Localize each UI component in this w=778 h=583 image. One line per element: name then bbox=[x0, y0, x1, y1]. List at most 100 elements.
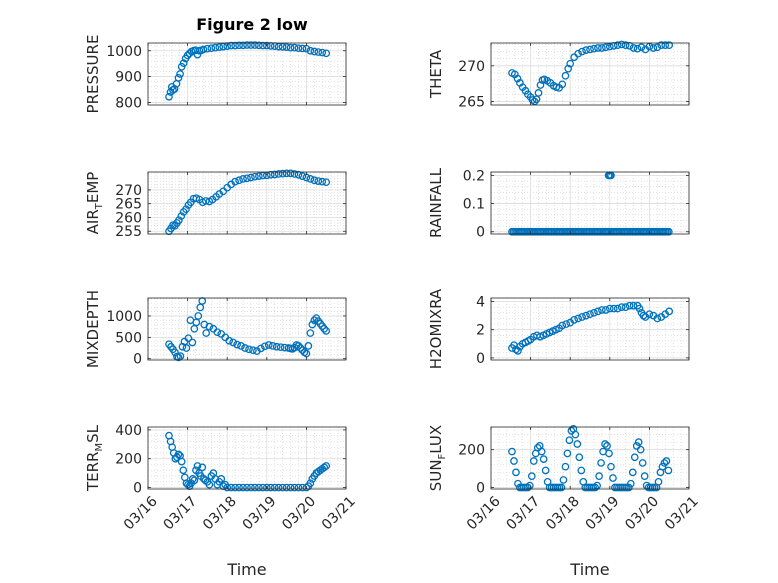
data-point bbox=[255, 483, 263, 492]
data-point bbox=[570, 315, 579, 324]
data-point bbox=[645, 310, 654, 319]
data-point bbox=[190, 476, 199, 485]
data-point bbox=[286, 43, 295, 52]
figure-title: Figure 2 low bbox=[196, 15, 308, 34]
data-point bbox=[183, 51, 192, 60]
data-point bbox=[508, 447, 516, 456]
x-tick-label: 03/21 bbox=[662, 493, 702, 533]
data-point bbox=[624, 483, 633, 492]
data-point bbox=[575, 453, 584, 462]
x-tick-label: 03/18 bbox=[543, 493, 583, 533]
data-point bbox=[294, 170, 303, 179]
data-point bbox=[533, 443, 542, 452]
data-point bbox=[513, 74, 522, 83]
data-point bbox=[268, 342, 277, 350]
data-point bbox=[595, 472, 603, 480]
data-point bbox=[626, 479, 635, 488]
data-point bbox=[541, 466, 550, 475]
data-point bbox=[207, 44, 216, 53]
data-point bbox=[657, 41, 666, 49]
data-point bbox=[322, 49, 331, 58]
data-point bbox=[282, 169, 291, 178]
data-point bbox=[255, 172, 263, 180]
data-point bbox=[582, 46, 590, 54]
data-point bbox=[260, 342, 269, 351]
data-point bbox=[278, 169, 287, 178]
data-point bbox=[235, 176, 243, 185]
data-point bbox=[310, 316, 319, 325]
x-tick-label: 03/16 bbox=[464, 493, 504, 533]
data-point bbox=[286, 169, 295, 178]
y-axis-label: RAINFALL bbox=[427, 167, 445, 238]
data-point bbox=[296, 344, 305, 352]
y-tick-label: 265 bbox=[458, 94, 485, 110]
axes-background bbox=[491, 172, 689, 234]
data-point bbox=[239, 483, 247, 492]
data-point bbox=[193, 462, 202, 470]
data-point bbox=[182, 344, 191, 352]
data-point bbox=[597, 459, 605, 467]
data-point bbox=[512, 468, 520, 477]
data-point bbox=[304, 342, 313, 350]
data-point bbox=[529, 457, 538, 465]
data-point bbox=[320, 324, 329, 333]
y-tick-label: 200 bbox=[458, 443, 485, 459]
data-point bbox=[565, 436, 574, 445]
data-point bbox=[636, 445, 645, 454]
data-point bbox=[237, 342, 245, 350]
data-point bbox=[213, 328, 222, 337]
data-point bbox=[649, 44, 658, 52]
data-point bbox=[251, 41, 259, 49]
subplot-sun_flux: 0 200 03/16 03/17 03/18 03/19 03/20 03/21 Time SU… bbox=[427, 425, 702, 579]
data-point bbox=[231, 177, 239, 186]
axes-background bbox=[148, 172, 346, 234]
data-point bbox=[594, 44, 602, 52]
data-point bbox=[278, 483, 287, 492]
y-tick-label: 2 bbox=[476, 323, 485, 339]
data-point bbox=[182, 205, 190, 214]
data-point bbox=[578, 47, 586, 56]
axes-background bbox=[148, 43, 346, 105]
data-point bbox=[179, 466, 188, 475]
data-point bbox=[203, 44, 212, 53]
y-tick-label: 1000 bbox=[106, 44, 142, 60]
data-point bbox=[573, 440, 582, 448]
data-series bbox=[165, 41, 331, 101]
data-point bbox=[561, 71, 570, 80]
data-point bbox=[270, 483, 279, 492]
data-point bbox=[660, 459, 669, 467]
data-point bbox=[231, 41, 239, 50]
data-point bbox=[640, 472, 649, 480]
y-axis-label: THETA bbox=[427, 49, 445, 99]
data-point bbox=[258, 483, 267, 492]
data-point bbox=[318, 177, 327, 186]
data-point bbox=[177, 457, 186, 466]
y-tick-label: 200 bbox=[115, 452, 142, 468]
data-point bbox=[202, 329, 211, 337]
data-point bbox=[607, 462, 615, 471]
data-point bbox=[314, 177, 323, 185]
data-point bbox=[251, 172, 259, 181]
data-point bbox=[559, 476, 568, 484]
data-point bbox=[653, 43, 662, 52]
data-point bbox=[630, 453, 639, 462]
data-point bbox=[582, 311, 590, 320]
data-point bbox=[322, 178, 331, 187]
data-point bbox=[527, 472, 536, 480]
data-point bbox=[274, 483, 283, 492]
data-point bbox=[590, 308, 598, 317]
data-point bbox=[590, 44, 598, 53]
data-point bbox=[653, 314, 662, 323]
data-point bbox=[528, 96, 537, 104]
data-point bbox=[562, 320, 571, 328]
data-point bbox=[227, 483, 236, 492]
data-point bbox=[664, 466, 673, 475]
data-point bbox=[629, 44, 638, 52]
data-point bbox=[245, 345, 253, 354]
data-point bbox=[306, 479, 315, 488]
data-point bbox=[235, 483, 243, 492]
subplot-terr_msl: 0 200 400 03/16 03/17 03/18 03/19 03/20 03/21 Tim… bbox=[84, 423, 359, 579]
data-point bbox=[258, 41, 267, 50]
y-tick-label: 0 bbox=[133, 481, 142, 497]
data-point bbox=[165, 92, 173, 101]
